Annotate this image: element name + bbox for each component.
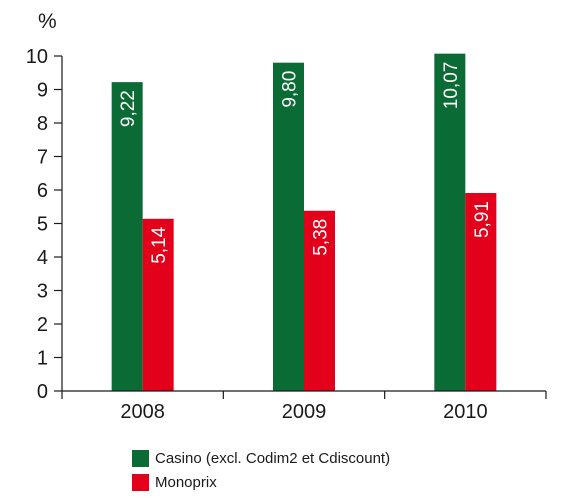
bars: 9,22 5,14 9,80 5,38 10,07 5,91 [111,53,497,391]
data-label: 5,14 [149,226,170,263]
data-label: 9,22 [118,90,139,127]
x-tick-label: 2008 [120,401,165,423]
data-label: 9,80 [280,71,301,108]
y-tick-label: 1 [37,348,48,370]
y-tick-label: 8 [37,113,48,135]
y-tick-label: 7 [37,147,48,169]
y-tick-label: 2 [37,314,48,336]
y-tick-label: 3 [37,281,48,303]
legend-swatch-monoprix [132,473,149,491]
legend-item-monoprix: Monoprix [132,470,390,494]
legend-label-monoprix: Monoprix [155,473,217,491]
x-axis: 2008 2009 2010 [61,390,547,423]
bar-monoprix-2009 [304,210,335,391]
legend-swatch-casino [132,449,149,467]
y-axis-ticks: 0 1 2 3 4 5 6 7 8 9 10 [26,46,63,403]
data-label: 10,07 [441,62,462,110]
y-axis-unit-label: % [38,10,57,33]
y-tick-label: 6 [37,180,48,202]
bar-monoprix-2008 [142,218,174,391]
bar-monoprix-2010 [465,193,497,391]
y-tick-label: 0 [37,381,48,403]
data-label: 5,91 [472,201,493,238]
legend-label-casino: Casino (excl. Codim2 et Cdiscount) [155,449,391,467]
bar-casino-2010 [434,53,466,391]
y-tick-label: 4 [37,247,48,269]
bar-casino-2008 [111,82,143,391]
data-label: 5,38 [311,219,332,256]
y-tick-label: 10 [26,46,48,68]
y-tick-label: 9 [37,80,48,102]
x-tick-label: 2009 [282,401,327,423]
bar-casino-2009 [273,62,304,391]
x-tick-label: 2010 [443,401,488,423]
legend-item-casino: Casino (excl. Codim2 et Cdiscount) [132,446,390,470]
legend: Casino (excl. Codim2 et Cdiscount) Monop… [132,446,390,494]
y-tick-label: 5 [37,214,48,236]
